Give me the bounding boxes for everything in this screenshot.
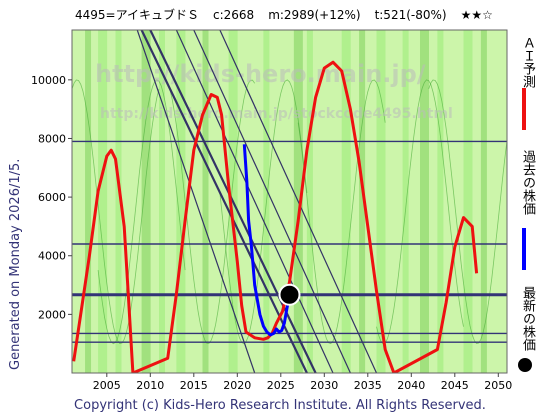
current-price: c:2668 xyxy=(213,8,255,22)
background-band xyxy=(420,30,429,373)
x-tick-label: 2045 xyxy=(441,379,469,392)
background-band xyxy=(141,30,151,373)
trend-line xyxy=(193,30,351,373)
series-ai-line xyxy=(72,60,479,373)
x-tick-label: 2005 xyxy=(93,379,121,392)
y-tick-label: 2000 xyxy=(38,308,66,321)
legend-latest-marker xyxy=(518,358,532,372)
plot-frame xyxy=(71,29,508,374)
stock-code-name: 4495=アイキュブドＳ xyxy=(75,8,199,22)
chart-header: 4495=アイキュブドＳ c:2668 m:2989(+12%) t:521(-80%… xyxy=(75,6,507,23)
x-tick-label: 2035 xyxy=(354,379,382,392)
x-tick-label: 2050 xyxy=(484,379,512,392)
watermark-line1: http://kids-hero.main.jp/ xyxy=(95,60,426,88)
background-band xyxy=(437,30,444,373)
x-tick-label: 2030 xyxy=(310,379,338,392)
ai-max: m:2989(+12%) xyxy=(268,8,361,22)
generated-date: Generated on Monday 2026/1/5. xyxy=(8,158,23,370)
background-band xyxy=(480,30,487,373)
rating-stars: ★★☆ xyxy=(460,8,493,22)
ai-target: t:521(-80%) xyxy=(374,8,447,22)
background-band xyxy=(159,30,165,373)
watermark-group: http://kids-hero.main.jp/ http://kids-he… xyxy=(95,60,453,122)
background-wave xyxy=(376,79,464,345)
background-band xyxy=(115,30,122,373)
legend-ai-label: ＡＩ予測 xyxy=(520,36,535,88)
series-past-line xyxy=(242,144,291,337)
y-tick-label: 10000 xyxy=(31,74,66,87)
latest-price-marker xyxy=(278,283,301,306)
legend-ai-swatch xyxy=(522,88,526,130)
watermark-line2: http://kids-hero.main.jp/stockcode4495.h… xyxy=(100,106,453,122)
y-tick-label: 6000 xyxy=(38,191,66,204)
x-tick-label: 2020 xyxy=(223,379,251,392)
background-band xyxy=(306,30,313,373)
series-group xyxy=(72,60,479,373)
background-band xyxy=(341,30,351,373)
background-wave xyxy=(297,79,386,345)
x-tick-label: 2015 xyxy=(180,379,208,392)
x-tick-label: 2010 xyxy=(136,379,164,392)
background-band xyxy=(202,30,209,373)
copyright-footer: Copyright (c) Kids-Hero Research Institu… xyxy=(74,398,486,413)
y-tick-label: 4000 xyxy=(38,250,66,263)
x-tick-label: 2040 xyxy=(397,379,425,392)
trend-line xyxy=(149,30,317,373)
background-wave xyxy=(97,79,186,345)
trend-lines xyxy=(136,30,378,373)
background-band xyxy=(359,30,366,373)
x-tick-label: 2025 xyxy=(267,379,295,392)
background-band xyxy=(402,30,409,373)
background-band xyxy=(376,30,386,373)
background-band xyxy=(176,30,186,373)
background-wave xyxy=(167,79,256,344)
background-wave xyxy=(71,79,160,344)
legend-latest-label: 最新の株価 xyxy=(520,286,535,351)
legend-past-label: 過去の株価 xyxy=(520,150,535,215)
background-band xyxy=(463,30,473,373)
background-band xyxy=(98,30,108,373)
legend-past-swatch xyxy=(522,228,526,270)
axes: 2005 2010 2015 2020 2025 2030 2035 2040 2045 2050… xyxy=(31,29,512,392)
background-wave xyxy=(428,79,508,344)
y-tick-label: 8000 xyxy=(38,132,66,145)
trend-line xyxy=(175,30,334,373)
trend-line xyxy=(136,30,256,373)
trend-line xyxy=(219,30,378,373)
background-band xyxy=(85,30,92,373)
